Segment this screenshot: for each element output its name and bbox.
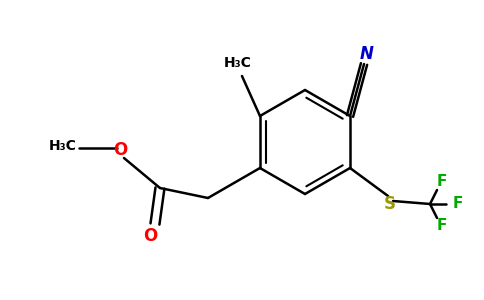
Text: N: N	[360, 45, 374, 63]
Text: O: O	[143, 227, 157, 245]
Text: S: S	[384, 195, 396, 213]
Text: F: F	[437, 175, 447, 190]
Text: H₃C: H₃C	[49, 139, 77, 153]
Text: O: O	[113, 141, 127, 159]
Text: F: F	[453, 196, 463, 211]
Text: F: F	[437, 218, 447, 233]
Text: H₃C: H₃C	[224, 56, 252, 70]
